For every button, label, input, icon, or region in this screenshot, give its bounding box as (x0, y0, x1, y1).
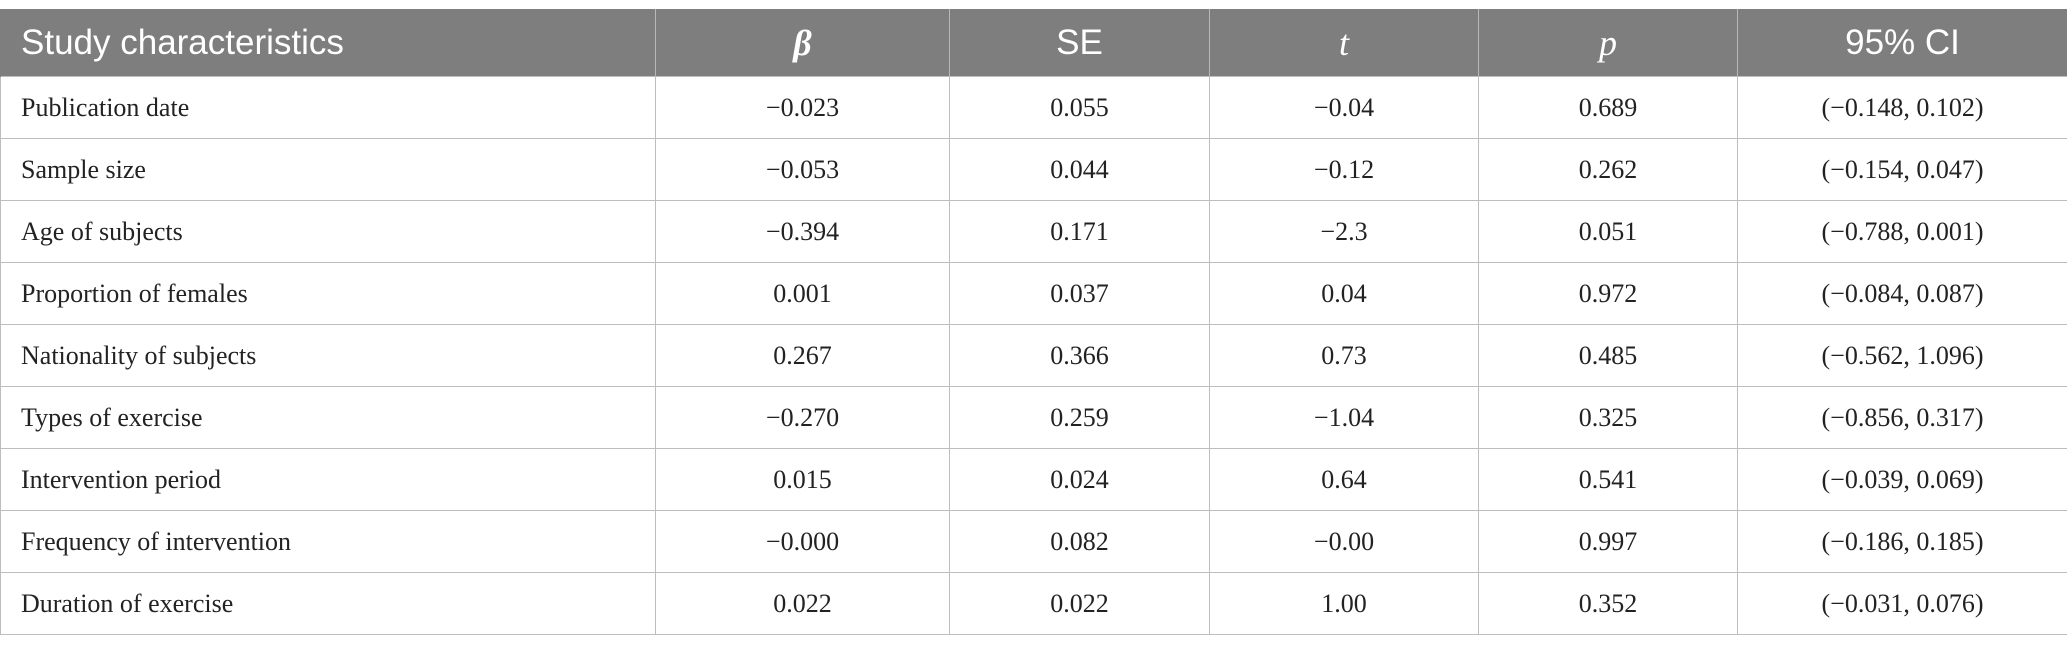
table-row: Nationality of subjects 0.267 0.366 0.73… (0, 324, 2067, 387)
cell-p: 0.997 (1478, 510, 1738, 573)
cell-beta: −0.394 (655, 200, 950, 263)
cell-ci: (−0.031, 0.076) (1737, 572, 2067, 635)
cell-se: 0.171 (949, 200, 1210, 263)
row-label: Publication date (0, 76, 656, 139)
cell-t: 0.04 (1209, 262, 1479, 325)
cell-beta: 0.022 (655, 572, 950, 635)
cell-t: 1.00 (1209, 572, 1479, 635)
table-row: Duration of exercise 0.022 0.022 1.00 0.… (0, 572, 2067, 635)
cell-p: 0.972 (1478, 262, 1738, 325)
cell-se: 0.037 (949, 262, 1210, 325)
cell-p: 0.689 (1478, 76, 1738, 139)
cell-t: 0.64 (1209, 448, 1479, 511)
cell-beta: −0.053 (655, 138, 950, 201)
table-row: Age of subjects −0.394 0.171 −2.3 0.051 … (0, 200, 2067, 263)
row-label: Proportion of females (0, 262, 656, 325)
table-row: Types of exercise −0.270 0.259 −1.04 0.3… (0, 386, 2067, 449)
table-row: Frequency of intervention −0.000 0.082 −… (0, 510, 2067, 573)
cell-se: 0.055 (949, 76, 1210, 139)
cell-se: 0.366 (949, 324, 1210, 387)
table-body: Publication date −0.023 0.055 −0.04 0.68… (0, 76, 2067, 635)
cell-ci: (−0.084, 0.087) (1737, 262, 2067, 325)
cell-se: 0.082 (949, 510, 1210, 573)
cell-ci: (−0.039, 0.069) (1737, 448, 2067, 511)
row-label: Nationality of subjects (0, 324, 656, 387)
row-label: Duration of exercise (0, 572, 656, 635)
header-study-characteristics: Study characteristics (0, 9, 656, 77)
cell-se: 0.259 (949, 386, 1210, 449)
table-row: Proportion of females 0.001 0.037 0.04 0… (0, 262, 2067, 325)
header-p: p (1478, 9, 1738, 77)
header-beta: β (655, 9, 950, 77)
cell-ci: (−0.562, 1.096) (1737, 324, 2067, 387)
cell-p: 0.485 (1478, 324, 1738, 387)
cell-ci: (−0.856, 0.317) (1737, 386, 2067, 449)
cell-ci: (−0.148, 0.102) (1737, 76, 2067, 139)
table-row: Sample size −0.053 0.044 −0.12 0.262 (−0… (0, 138, 2067, 201)
header-95-ci: 95% CI (1737, 9, 2067, 77)
cell-beta: −0.270 (655, 386, 950, 449)
row-label: Age of subjects (0, 200, 656, 263)
cell-p: 0.051 (1478, 200, 1738, 263)
cell-se: 0.022 (949, 572, 1210, 635)
table-row: Intervention period 0.015 0.024 0.64 0.5… (0, 448, 2067, 511)
meta-regression-table-container: Study characteristics β SE t p 95% CI Pu… (0, 9, 2067, 635)
cell-ci: (−0.788, 0.001) (1737, 200, 2067, 263)
cell-se: 0.044 (949, 138, 1210, 201)
row-label: Types of exercise (0, 386, 656, 449)
row-label: Sample size (0, 138, 656, 201)
header-se: SE (949, 9, 1210, 77)
cell-ci: (−0.186, 0.185) (1737, 510, 2067, 573)
cell-t: −0.00 (1209, 510, 1479, 573)
cell-ci: (−0.154, 0.047) (1737, 138, 2067, 201)
cell-beta: −0.023 (655, 76, 950, 139)
cell-t: −2.3 (1209, 200, 1479, 263)
cell-p: 0.541 (1478, 448, 1738, 511)
cell-t: −1.04 (1209, 386, 1479, 449)
header-row: Study characteristics β SE t p 95% CI (0, 9, 2067, 77)
cell-beta: 0.267 (655, 324, 950, 387)
meta-regression-table: Study characteristics β SE t p 95% CI Pu… (0, 9, 2067, 635)
cell-t: −0.04 (1209, 76, 1479, 139)
table-row: Publication date −0.023 0.055 −0.04 0.68… (0, 76, 2067, 139)
table-header: Study characteristics β SE t p 95% CI (0, 9, 2067, 77)
header-t: t (1209, 9, 1479, 77)
row-label: Frequency of intervention (0, 510, 656, 573)
cell-t: −0.12 (1209, 138, 1479, 201)
cell-p: 0.262 (1478, 138, 1738, 201)
cell-p: 0.352 (1478, 572, 1738, 635)
cell-beta: 0.001 (655, 262, 950, 325)
cell-beta: −0.000 (655, 510, 950, 573)
row-label: Intervention period (0, 448, 656, 511)
cell-beta: 0.015 (655, 448, 950, 511)
cell-p: 0.325 (1478, 386, 1738, 449)
cell-se: 0.024 (949, 448, 1210, 511)
cell-t: 0.73 (1209, 324, 1479, 387)
